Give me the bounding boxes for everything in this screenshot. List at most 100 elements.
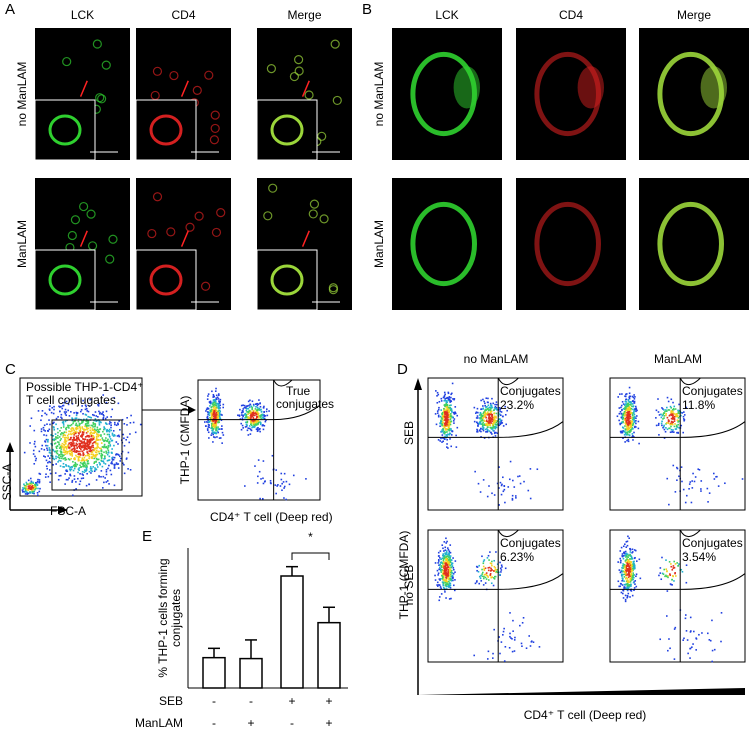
- event: [662, 418, 664, 420]
- event: [69, 431, 71, 433]
- event: [101, 456, 103, 458]
- event: [71, 442, 73, 444]
- event: [445, 400, 447, 402]
- event: [495, 551, 497, 553]
- event: [517, 476, 519, 478]
- event: [281, 479, 283, 481]
- event: [448, 549, 450, 551]
- event: [476, 417, 478, 419]
- event: [483, 562, 485, 564]
- event: [103, 447, 105, 449]
- event: [254, 415, 256, 417]
- condition-sign: -: [290, 716, 294, 730]
- event: [523, 617, 525, 619]
- event: [113, 430, 115, 432]
- event: [625, 595, 627, 597]
- event: [30, 482, 32, 484]
- event: [627, 556, 629, 558]
- event: [446, 431, 448, 433]
- event: [451, 411, 453, 413]
- event: [634, 587, 636, 589]
- event: [91, 445, 93, 447]
- event: [81, 440, 83, 442]
- event: [444, 425, 446, 427]
- event: [213, 436, 215, 438]
- event: [95, 411, 97, 413]
- event: [672, 465, 674, 467]
- percentage: 11.8%: [682, 398, 715, 412]
- cell-contact: [701, 66, 727, 108]
- event: [62, 443, 64, 445]
- event: [452, 383, 454, 385]
- row-label: ManLAM: [15, 220, 29, 268]
- event: [34, 441, 36, 443]
- event: [50, 473, 52, 475]
- event: [486, 406, 488, 408]
- event: [477, 408, 479, 410]
- event: [88, 435, 90, 437]
- event: [60, 460, 62, 462]
- event: [493, 426, 495, 428]
- event: [491, 433, 493, 435]
- event: [665, 568, 667, 570]
- event: [668, 421, 670, 423]
- event: [96, 439, 98, 441]
- event: [685, 614, 687, 616]
- event: [260, 406, 262, 408]
- event: [631, 422, 633, 424]
- event: [685, 618, 687, 620]
- event: [435, 579, 437, 581]
- event: [483, 566, 485, 568]
- event: [475, 412, 477, 414]
- event: [284, 473, 286, 475]
- event: [664, 411, 666, 413]
- event: [677, 424, 679, 426]
- event: [112, 459, 114, 461]
- event: [105, 451, 107, 453]
- event: [621, 570, 623, 572]
- event: [253, 417, 255, 419]
- event: [259, 415, 261, 417]
- event: [86, 485, 88, 487]
- event: [445, 580, 447, 582]
- event: [496, 404, 498, 406]
- event: [636, 415, 638, 417]
- event: [507, 486, 509, 488]
- event: [208, 437, 210, 439]
- event: [485, 582, 487, 584]
- event: [701, 632, 703, 634]
- event: [114, 422, 116, 424]
- event: [207, 407, 209, 409]
- event: [624, 571, 626, 573]
- event: [82, 474, 84, 476]
- event: [89, 416, 91, 418]
- event: [70, 458, 72, 460]
- event: [691, 646, 693, 648]
- event: [674, 419, 676, 421]
- event: [445, 416, 447, 418]
- event: [253, 420, 255, 422]
- event: [208, 424, 210, 426]
- event: [108, 483, 110, 485]
- event: [28, 489, 30, 491]
- event: [98, 434, 100, 436]
- event: [39, 451, 41, 453]
- event: [448, 392, 450, 394]
- event: [73, 437, 75, 439]
- event: [446, 541, 448, 543]
- event: [59, 430, 61, 432]
- event: [490, 568, 492, 570]
- event: [77, 464, 79, 466]
- event: [67, 425, 69, 427]
- event: [678, 475, 680, 477]
- event: [443, 587, 445, 589]
- event: [682, 432, 684, 434]
- event: [438, 560, 440, 562]
- event: [447, 577, 449, 579]
- event: [64, 431, 66, 433]
- event: [103, 415, 105, 417]
- event: [100, 476, 102, 478]
- inset: [257, 250, 317, 310]
- event: [108, 451, 110, 453]
- event: [48, 429, 50, 431]
